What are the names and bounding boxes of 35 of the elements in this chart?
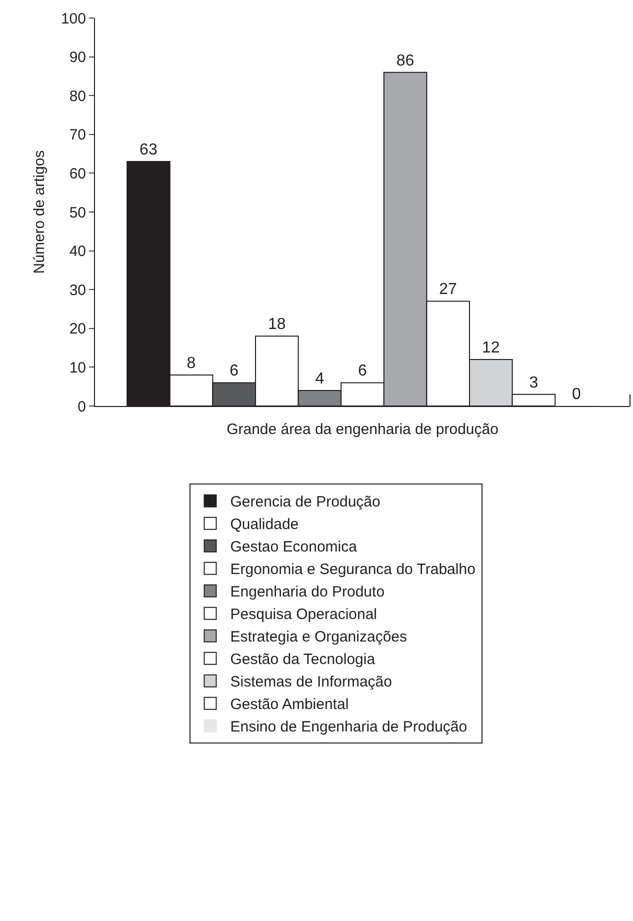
data-label: 8	[186, 354, 196, 372]
data-label: 3	[529, 374, 538, 392]
data-label: 12	[482, 339, 500, 356]
y-tick-label: 30	[69, 282, 86, 299]
y-tick-label: 70	[69, 126, 86, 144]
y-tick-label: 80	[69, 88, 86, 105]
legend-label: Gestão Ambiental	[230, 696, 349, 714]
y-tick-label: 40	[69, 243, 86, 260]
legend-label: Estrategia e Organizações	[230, 628, 408, 646]
data-label: 63	[140, 142, 158, 159]
y-tick-label: 20	[69, 320, 86, 338]
y-tick-label: 50	[69, 204, 86, 222]
legend-label: Gestão da Tecnologia	[230, 651, 376, 668]
data-label: 6	[358, 362, 367, 380]
data-label: 18	[268, 316, 286, 334]
y-tick-label: 0	[78, 398, 86, 416]
data-label: 86	[396, 52, 414, 70]
y-axis-title: Número de artigos	[31, 150, 48, 274]
data-label: 0	[572, 386, 581, 403]
y-tick-label: 10	[69, 359, 86, 376]
legend-label: Qualidade	[230, 516, 299, 534]
legend-label: Ensino de Engenharia de Produção	[230, 718, 468, 736]
data-label: 27	[439, 281, 458, 298]
legend-label: Engenharia do Produto	[230, 584, 385, 601]
legend-label: Pesquisa Operacional	[230, 606, 378, 624]
legend-label: Gestao Economica	[230, 538, 358, 556]
y-tick-label: 60	[69, 165, 86, 182]
data-label: 4	[315, 370, 324, 388]
y-tick-label: 100	[60, 10, 86, 28]
legend-label: Ergonomia e Seguranca do Trabalho	[230, 561, 476, 578]
data-label: 6	[230, 362, 239, 380]
x-axis-title: Grande área da engenharia de produção	[226, 421, 498, 438]
legend-label: Sistemas de Informação	[230, 674, 392, 691]
legend-label: Gerencia de Produção	[230, 494, 380, 511]
y-tick-label: 90	[69, 49, 86, 66]
